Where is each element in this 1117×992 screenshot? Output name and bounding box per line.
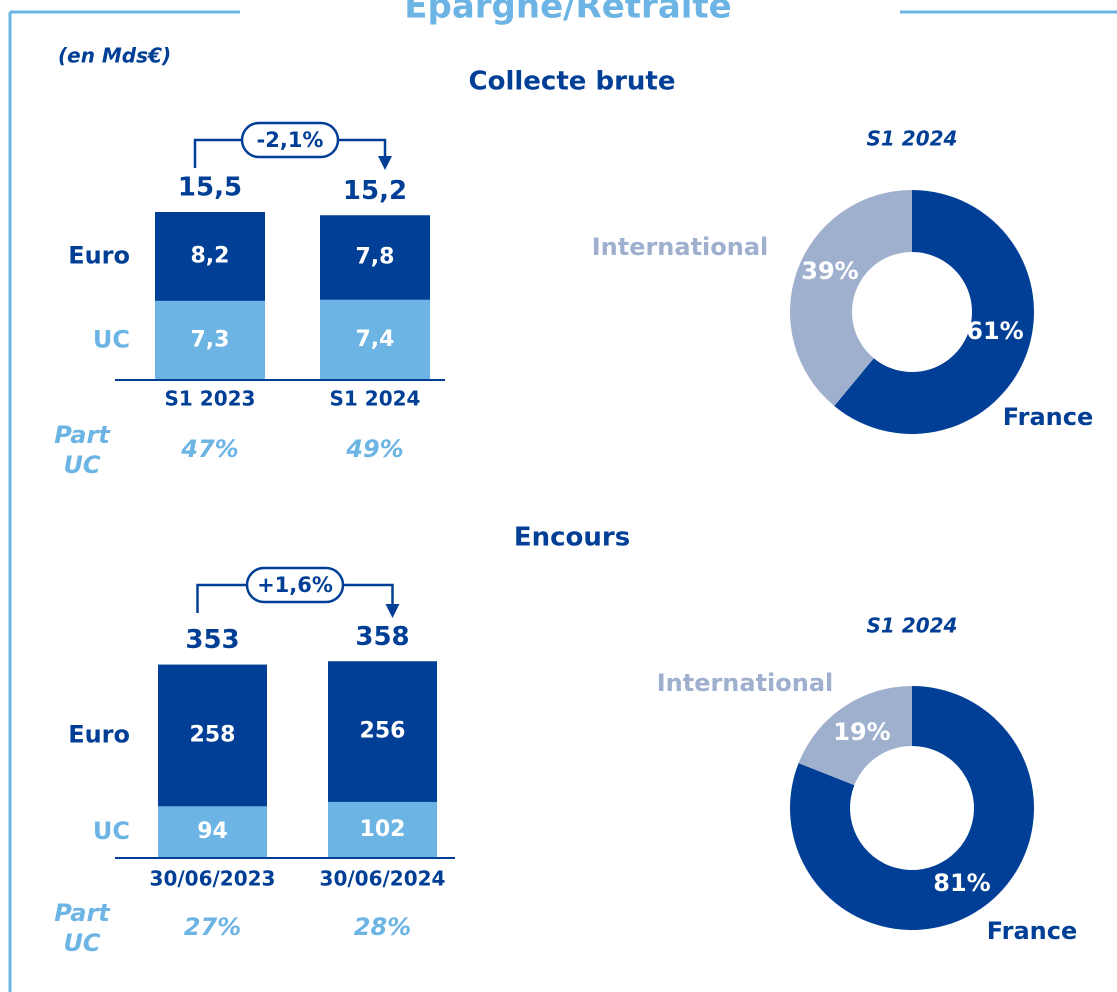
- category-label: 30/06/2024: [320, 867, 446, 891]
- section-title: Collecte brute: [469, 67, 676, 97]
- value-label: 7,4: [356, 327, 395, 352]
- share-title: Part UC: [54, 899, 110, 957]
- change-label: +1,6%: [257, 573, 333, 597]
- category-label: France: [1003, 403, 1093, 431]
- change-arrowhead: [385, 604, 400, 618]
- bar-segment: [155, 300, 265, 380]
- change-arrowhead: [378, 156, 392, 170]
- bar-segment: [320, 215, 430, 300]
- value-label: 94: [197, 819, 228, 844]
- share-label: 47%: [180, 435, 238, 463]
- category-label: 30/06/2023: [150, 867, 276, 891]
- section-title: Encours: [514, 523, 630, 553]
- value-label: 39%: [801, 257, 858, 285]
- donut-slice: [790, 190, 912, 407]
- category-label: S1 2023: [165, 387, 256, 411]
- bar-segment: [328, 661, 437, 802]
- change-pill: [240, 121, 340, 159]
- category-label: International: [592, 233, 769, 261]
- total-label: 353: [185, 625, 239, 655]
- value-label: 81%: [933, 869, 990, 897]
- page-title: Epargne/Retraite: [404, 0, 731, 27]
- value-label: 7,8: [356, 245, 395, 270]
- series-label: Euro: [68, 241, 130, 269]
- change-label: -2,1%: [257, 128, 324, 152]
- donut-title: S1 2024: [867, 127, 958, 151]
- category-label: France: [987, 917, 1077, 945]
- total-label: 15,5: [178, 173, 242, 203]
- share-label: 28%: [354, 913, 411, 941]
- value-label: 256: [360, 719, 406, 744]
- value-label: 8,2: [191, 243, 230, 268]
- category-label: S1 2024: [330, 387, 421, 411]
- share-label: 49%: [345, 435, 403, 463]
- share-label: 27%: [184, 913, 241, 941]
- category-label: International: [657, 669, 834, 697]
- bar-segment: [158, 664, 267, 807]
- change-pill: [245, 566, 345, 604]
- value-label: 61%: [966, 317, 1023, 345]
- bar-segment: [320, 299, 430, 380]
- donut-slice: [789, 686, 1034, 930]
- total-label: 15,2: [343, 176, 407, 206]
- bar-segment: [328, 801, 437, 858]
- value-label: 19%: [833, 718, 890, 746]
- series-label: UC: [93, 817, 130, 845]
- series-label: UC: [93, 325, 130, 353]
- donut-title: S1 2024: [867, 614, 958, 638]
- bar-segment: [155, 212, 265, 301]
- donut-slice: [834, 190, 1034, 435]
- unit-note: (en Mds€): [58, 44, 171, 68]
- value-label: 258: [190, 722, 236, 747]
- total-label: 358: [355, 622, 409, 652]
- value-label: 7,3: [191, 327, 230, 352]
- series-label: Euro: [68, 720, 130, 748]
- bar-segment: [158, 806, 267, 858]
- donut-slice: [798, 686, 912, 786]
- value-label: 102: [360, 817, 406, 842]
- share-title: Part UC: [54, 421, 110, 479]
